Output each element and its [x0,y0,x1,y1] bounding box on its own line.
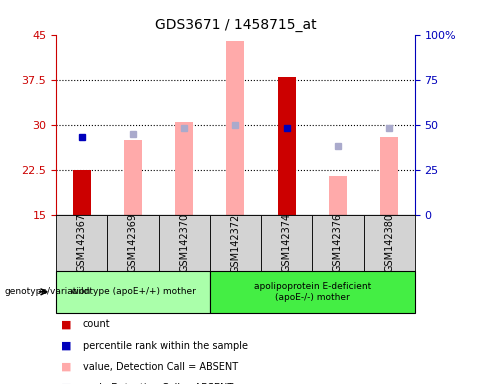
Text: GSM142370: GSM142370 [179,214,189,272]
Bar [380,137,398,215]
Text: GSM142376: GSM142376 [333,214,343,272]
Text: GSM142374: GSM142374 [282,214,292,272]
Bar [210,271,415,313]
Text: ■: ■ [61,383,72,384]
Text: GSM142367: GSM142367 [77,214,87,272]
Text: rank, Detection Call = ABSENT: rank, Detection Call = ABSENT [83,383,233,384]
Bar [124,140,142,215]
Text: value, Detection Call = ABSENT: value, Detection Call = ABSENT [83,362,238,372]
Text: count: count [83,319,111,329]
Text: apolipoprotein E-deficient
(apoE-/-) mother: apolipoprotein E-deficient (apoE-/-) mot… [254,282,371,301]
Bar [226,41,244,215]
Bar [73,170,91,215]
Bar [364,215,415,271]
Bar [278,77,296,215]
Bar [210,215,261,271]
Text: genotype/variation: genotype/variation [5,287,91,296]
Text: wildtype (apoE+/+) mother: wildtype (apoE+/+) mother [71,287,195,296]
Bar [312,215,364,271]
Text: GSM142369: GSM142369 [128,214,138,272]
Bar [56,215,107,271]
Bar [329,176,347,215]
Text: ■: ■ [61,341,72,351]
Bar [107,215,159,271]
Bar [261,215,312,271]
Title: GDS3671 / 1458715_at: GDS3671 / 1458715_at [155,18,316,32]
Text: GSM142380: GSM142380 [384,214,394,272]
Bar [159,215,210,271]
Text: percentile rank within the sample: percentile rank within the sample [83,341,248,351]
Bar [175,122,193,215]
Text: ■: ■ [61,362,72,372]
Text: ■: ■ [61,319,72,329]
Bar [56,271,210,313]
Text: GSM142372: GSM142372 [230,213,241,273]
